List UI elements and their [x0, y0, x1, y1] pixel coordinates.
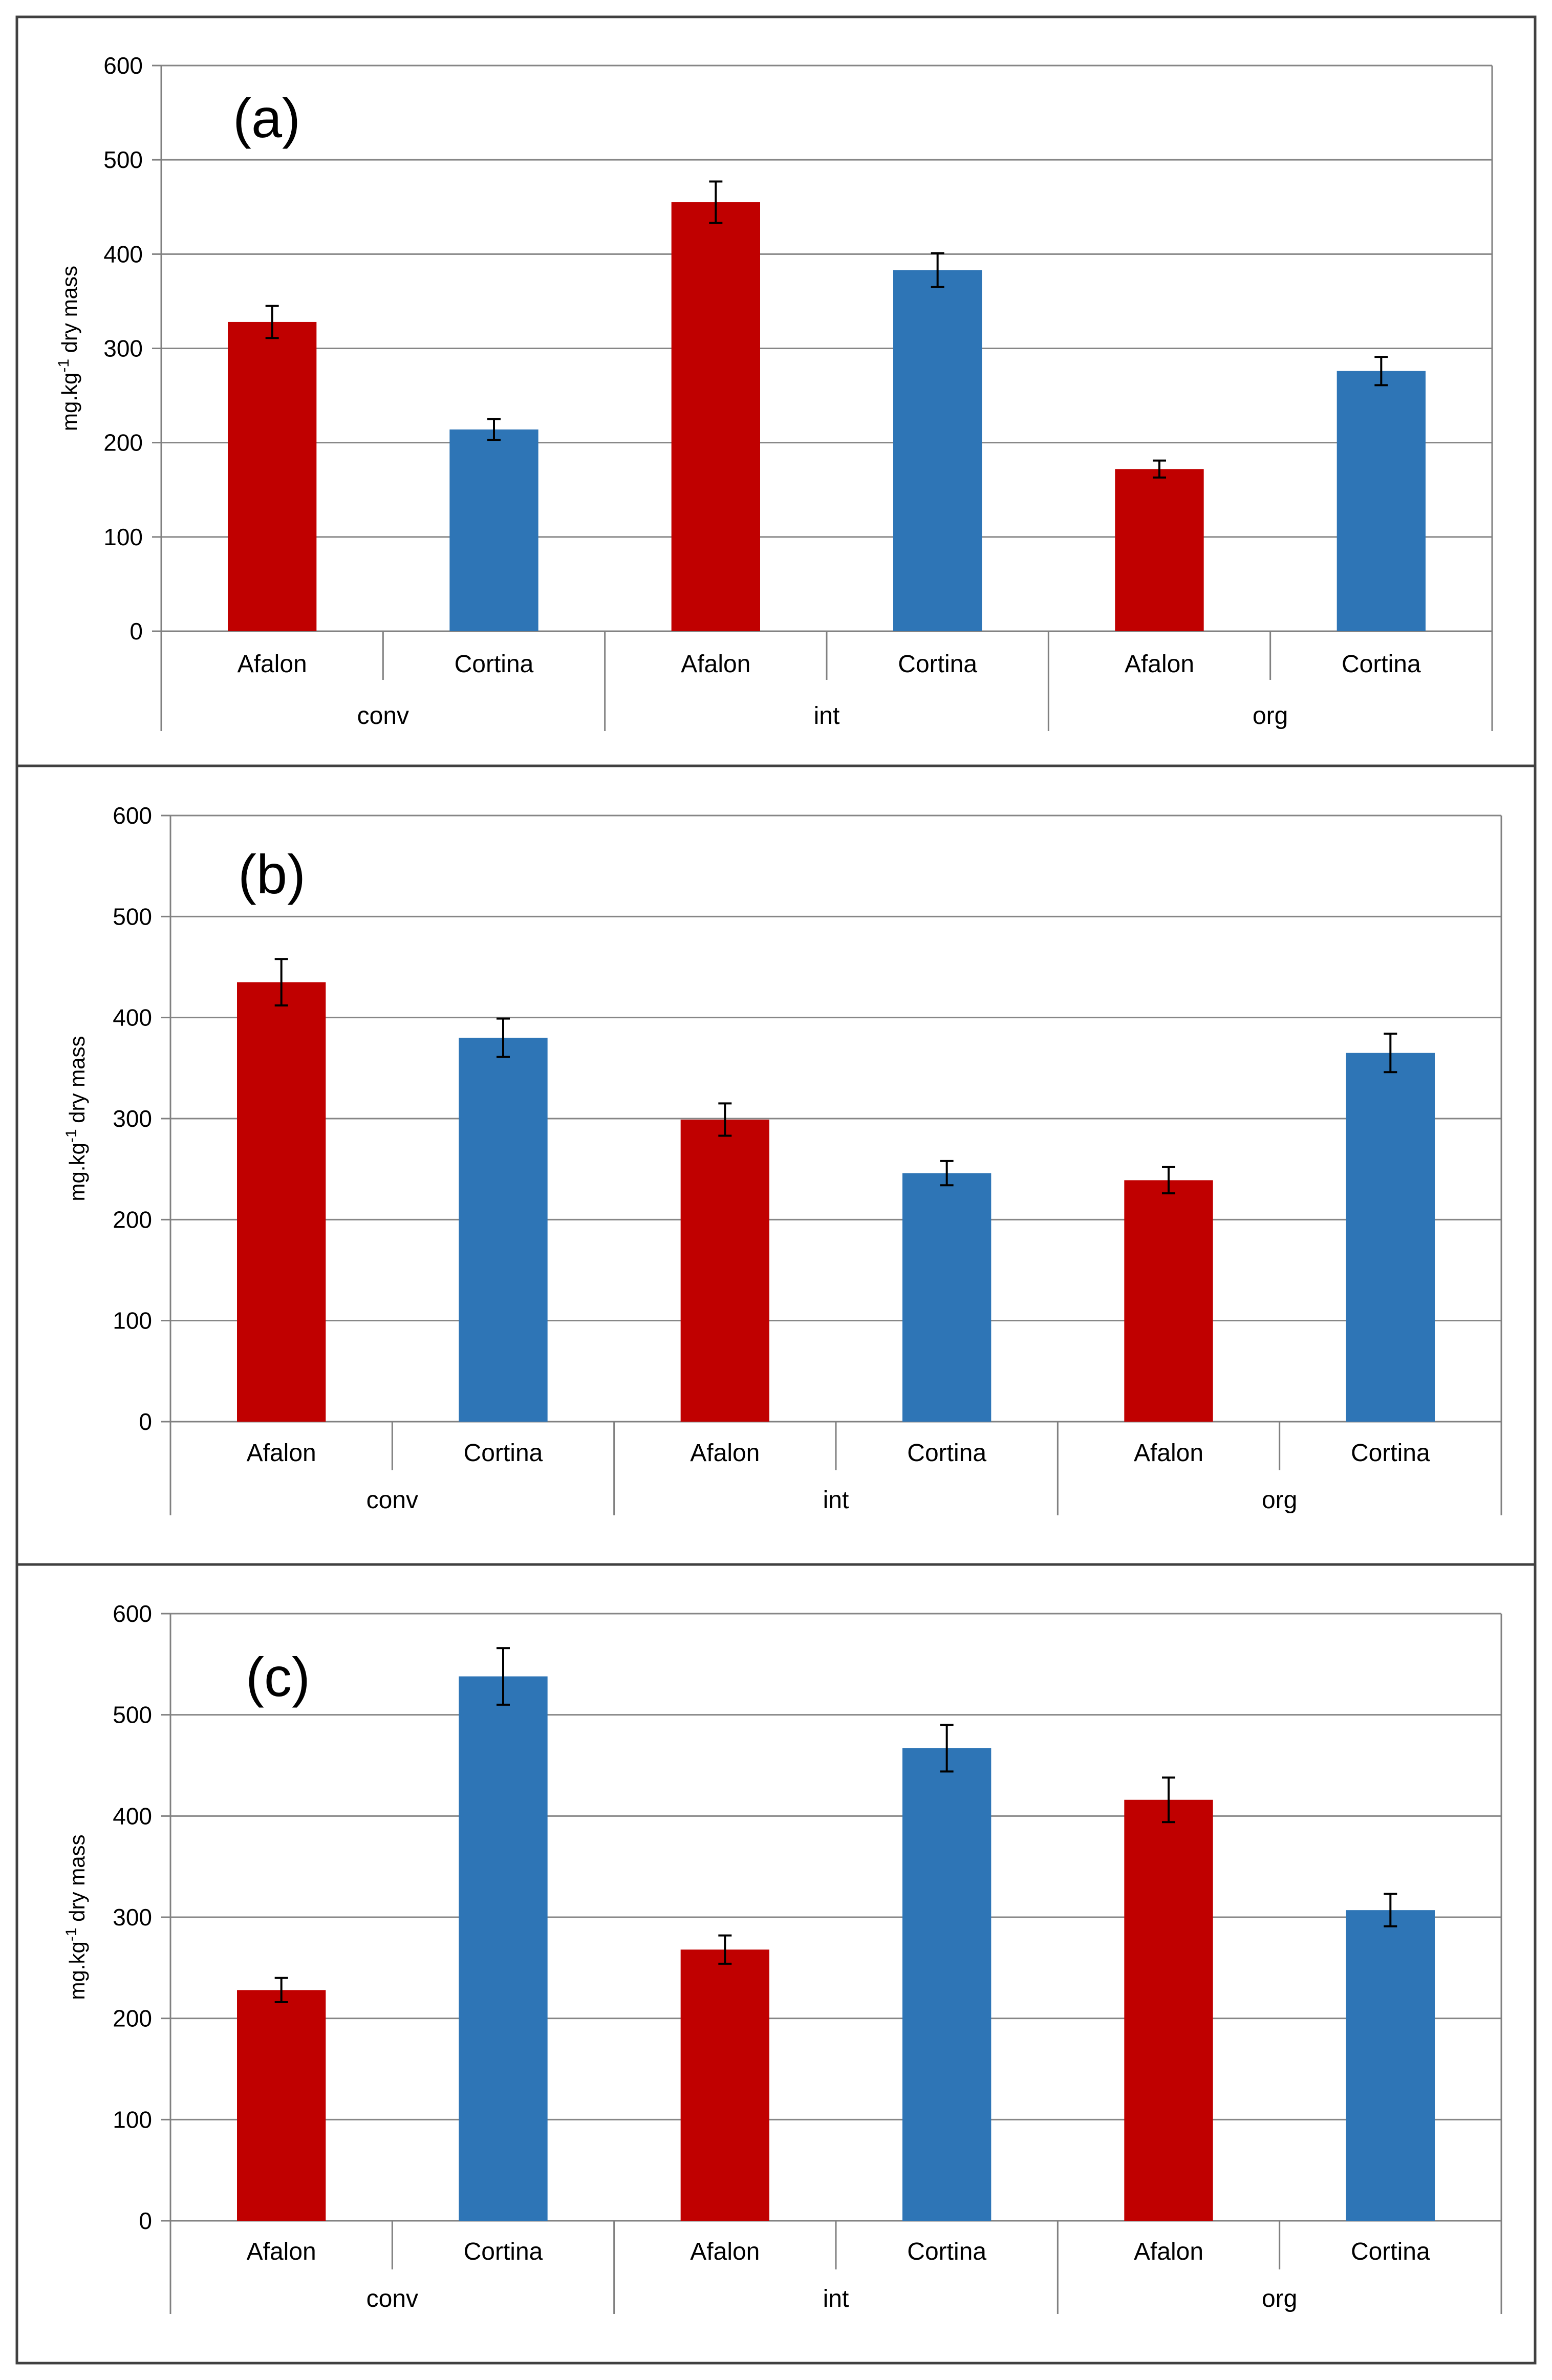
x-category-label: Cortina [1342, 651, 1421, 678]
bar-conv-cortina [459, 1038, 548, 1422]
bar-int-cortina [902, 1173, 991, 1422]
x-category-label: Cortina [1351, 1440, 1430, 1467]
panel-frame-3 [15, 1563, 1537, 2365]
panel-label: (b) [238, 843, 306, 905]
x-category-label: Cortina [907, 1440, 986, 1467]
y-tick-label: 100 [113, 2106, 152, 2133]
x-category-label: Afalon [690, 1440, 760, 1467]
y-axis-title: mg.kg-1 dry mass [63, 1834, 89, 2000]
x-category-label: Cortina [907, 2238, 986, 2265]
x-category-label: Cortina [464, 1440, 543, 1467]
x-group-label: int [814, 702, 840, 730]
bar-org-afalon [1124, 1799, 1213, 2221]
y-tick-label: 500 [113, 1702, 152, 1728]
chart-panel-a: 0 100 200 300 400 500 600 Afalon Cortina Afalon Co… [55, 52, 1493, 731]
bar-org-cortina [1337, 371, 1426, 631]
y-axis-title: mg.kg-1 dry mass [55, 266, 81, 431]
y-tick-label: 0 [139, 1408, 152, 1435]
panel-label: (c) [246, 1646, 310, 1708]
x-group-label: conv [357, 702, 409, 730]
x-category-label: Afalon [1134, 2238, 1203, 2265]
chart-panel-b: 0 100 200 300 400 500 600 Afalon Cortina Afalon Co… [63, 802, 1502, 1515]
y-tick-label: 300 [113, 1904, 152, 1931]
bar-int-afalon [680, 1119, 769, 1422]
bar-int-cortina [893, 270, 982, 631]
x-group-label: org [1262, 1487, 1297, 1514]
y-axis-title: mg.kg-1 dry mass [63, 1036, 89, 1201]
y-tick-label: 100 [103, 524, 143, 550]
bar-int-afalon [680, 1949, 769, 2221]
x-category-label: Cortina [1351, 2238, 1430, 2265]
x-group-label: int [823, 2285, 849, 2312]
bar-org-afalon [1124, 1180, 1213, 1422]
y-tick-label: 200 [113, 2005, 152, 2032]
y-tick-label: 300 [103, 335, 143, 362]
bar-conv-afalon [237, 982, 326, 1422]
chart-panel-c: 0 100 200 300 400 500 600 Afalon Cortina Afalon Co… [63, 1600, 1502, 2314]
y-tick-label: 400 [113, 1803, 152, 1829]
y-tick-label: 500 [103, 146, 143, 173]
x-category-label: Afalon [247, 2238, 316, 2265]
y-tick-label: 500 [113, 903, 152, 930]
x-category-label: Afalon [1134, 1440, 1203, 1467]
x-category-label: Afalon [690, 2238, 760, 2265]
bar-int-cortina [902, 1748, 991, 2221]
y-tick-label: 0 [130, 618, 143, 645]
y-tick-label: 600 [113, 802, 152, 829]
bar-org-cortina [1346, 1053, 1435, 1422]
bar-conv-afalon [237, 1990, 326, 2221]
bar-org-cortina [1346, 1910, 1435, 2221]
x-category-label: Cortina [898, 651, 977, 678]
y-tick-label: 200 [113, 1206, 152, 1233]
bar-conv-cortina [449, 429, 538, 631]
x-category-label: Cortina [455, 651, 534, 678]
x-category-label: Afalon [247, 1440, 316, 1467]
bar-org-afalon [1115, 469, 1204, 631]
y-tick-label: 400 [113, 1004, 152, 1031]
y-tick-label: 400 [103, 241, 143, 267]
x-group-label: org [1262, 2285, 1297, 2312]
y-tick-label: 0 [139, 2207, 152, 2234]
x-category-label: Afalon [1125, 651, 1194, 678]
bar-conv-cortina [459, 1676, 548, 2221]
x-group-label: int [823, 1487, 849, 1514]
y-tick-label: 200 [103, 430, 143, 456]
x-category-label: Afalon [681, 651, 750, 678]
y-tick-label: 600 [113, 1600, 152, 1627]
bar-conv-afalon [228, 321, 317, 631]
x-group-label: org [1253, 702, 1288, 730]
y-tick-label: 300 [113, 1105, 152, 1132]
x-category-label: Afalon [238, 651, 307, 678]
bar-int-afalon [671, 202, 760, 632]
y-tick-label: 600 [103, 52, 143, 79]
y-tick-label: 100 [113, 1307, 152, 1334]
panel-label: (a) [233, 87, 300, 149]
x-group-label: conv [367, 1487, 418, 1514]
x-category-label: Cortina [464, 2238, 543, 2265]
x-group-label: conv [367, 2285, 418, 2312]
